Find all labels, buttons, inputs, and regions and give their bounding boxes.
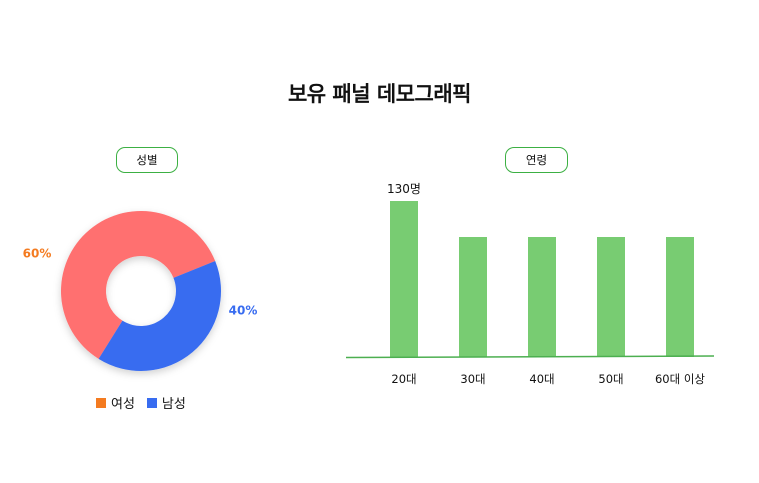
page-title: 보유 패널 데모그래픽 (287, 82, 472, 106)
bar-3 (528, 237, 556, 357)
donut-value-label-male: 40% (229, 304, 258, 318)
donut-slice-female (61, 211, 216, 359)
legend-swatch-female (96, 397, 106, 408)
x-tick-label-5: 60대 이상 (655, 372, 705, 386)
x-tick-label-3: 40대 (529, 372, 554, 386)
legend-swatch-male (146, 397, 157, 408)
legend-item-female: 여성 (96, 393, 135, 412)
x-tick-label-1: 20대 (391, 372, 416, 386)
bar-data-label-1: 130명 (387, 182, 421, 196)
x-tick-label-2: 30대 (460, 372, 485, 386)
bar-1 (390, 201, 418, 357)
x-axis-line (345, 355, 715, 359)
gender-legend: 여성 남성 (96, 393, 198, 412)
donut-slice-male (98, 261, 221, 371)
legend-label-male: 남성 (161, 397, 186, 412)
donut-value-label-female: 60% (23, 247, 52, 261)
bar-4 (597, 237, 625, 357)
legend-item-male: 남성 (146, 393, 186, 412)
bar-5 (666, 237, 694, 357)
gender-section-label: 성별 (116, 147, 178, 173)
x-tick-label-4: 50대 (598, 372, 623, 386)
age-section-label: 연령 (505, 147, 568, 173)
bar-2 (459, 237, 487, 357)
legend-label-female: 여성 (111, 397, 135, 412)
